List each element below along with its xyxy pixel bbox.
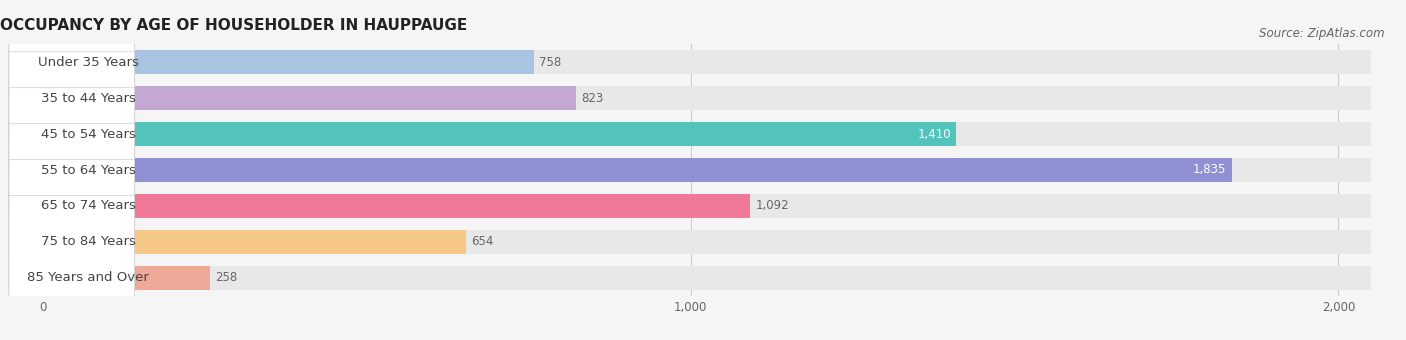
Bar <box>42 86 576 110</box>
Bar <box>42 50 1371 74</box>
Text: 758: 758 <box>538 56 561 69</box>
FancyBboxPatch shape <box>8 16 135 181</box>
Text: 55 to 64 Years: 55 to 64 Years <box>41 164 135 176</box>
Text: 823: 823 <box>581 91 603 105</box>
Text: 85 Years and Over: 85 Years and Over <box>27 271 149 284</box>
Text: 1,410: 1,410 <box>917 128 950 140</box>
Bar <box>42 266 209 290</box>
Bar <box>42 86 1371 110</box>
Text: 45 to 54 Years: 45 to 54 Years <box>41 128 135 140</box>
FancyBboxPatch shape <box>8 52 135 216</box>
Bar <box>42 230 1371 254</box>
Bar <box>42 50 534 74</box>
Text: 1,835: 1,835 <box>1194 164 1226 176</box>
Bar <box>42 122 1371 146</box>
Text: 35 to 44 Years: 35 to 44 Years <box>41 91 135 105</box>
Text: Under 35 Years: Under 35 Years <box>38 56 138 69</box>
FancyBboxPatch shape <box>8 159 135 324</box>
Bar <box>42 122 956 146</box>
Text: 65 to 74 Years: 65 to 74 Years <box>41 200 135 212</box>
Bar <box>42 158 1232 182</box>
Text: OCCUPANCY BY AGE OF HOUSEHOLDER IN HAUPPAUGE: OCCUPANCY BY AGE OF HOUSEHOLDER IN HAUPP… <box>0 18 467 33</box>
Text: 75 to 84 Years: 75 to 84 Years <box>41 235 135 249</box>
FancyBboxPatch shape <box>8 0 135 144</box>
FancyBboxPatch shape <box>8 124 135 288</box>
FancyBboxPatch shape <box>8 88 135 252</box>
Text: 1,092: 1,092 <box>755 200 789 212</box>
Bar <box>42 158 1371 182</box>
Text: Source: ZipAtlas.com: Source: ZipAtlas.com <box>1260 27 1385 40</box>
Bar <box>42 194 751 218</box>
Text: 654: 654 <box>471 235 494 249</box>
Bar <box>42 194 1371 218</box>
FancyBboxPatch shape <box>8 195 135 340</box>
Bar <box>42 266 1371 290</box>
Bar <box>42 230 467 254</box>
Text: 258: 258 <box>215 271 238 284</box>
